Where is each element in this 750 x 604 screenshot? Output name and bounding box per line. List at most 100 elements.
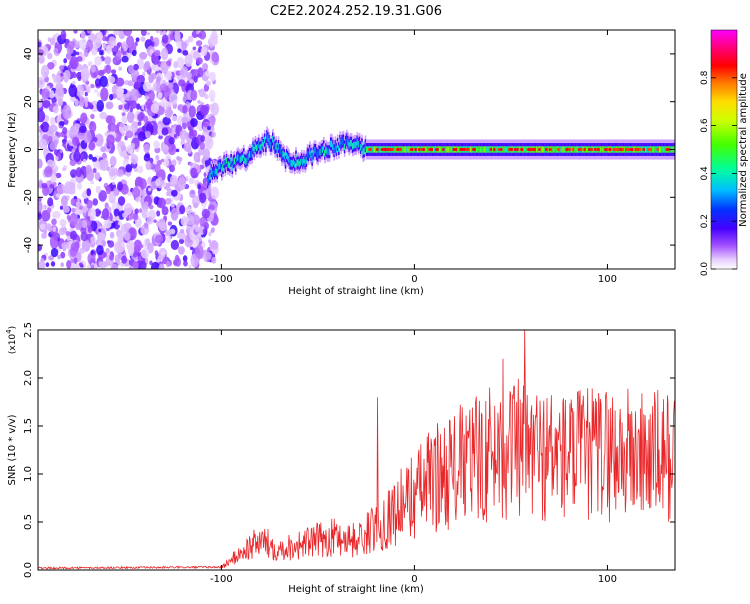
heatmap-cell: [478, 146, 480, 153]
heatmap-cell: [116, 215, 120, 221]
heatmap-cell: [243, 151, 245, 159]
heatmap-cell: [69, 56, 79, 70]
heatmap-cell: [68, 84, 78, 98]
heatmap-cell: [154, 163, 161, 174]
heatmap-cell: [199, 217, 206, 227]
heatmap-cell: [191, 237, 195, 241]
heatmap-cell: [282, 150, 285, 157]
heatmap-cell: [536, 146, 538, 153]
heatmap-cell: [187, 35, 194, 43]
heatmap-cell: [188, 105, 196, 118]
heatmap-cell: [58, 227, 66, 236]
colorbar-gradient: [710, 29, 738, 270]
heatmap-cell: [124, 202, 133, 215]
heatmap-cell: [74, 98, 79, 107]
heatmap-cell: [109, 231, 115, 239]
heatmap-cell: [156, 75, 162, 82]
heatmap-cell: [167, 221, 173, 226]
heatmap-cell: [124, 125, 132, 132]
heatmap-cell: [190, 167, 198, 179]
heatmap-cell: [160, 47, 169, 60]
heatmap-cell: [449, 146, 451, 153]
heatmap-cell: [60, 251, 66, 259]
heatmap-cell: [112, 181, 116, 186]
heatmap-cell: [121, 112, 126, 117]
heatmap-cell: [189, 79, 194, 84]
y-tick-label: 0: [23, 146, 34, 152]
heatmap-cell: [63, 135, 68, 141]
heatmap-cell: [346, 136, 348, 144]
heatmap-cell: [188, 132, 195, 140]
heatmap-cell: [110, 124, 116, 132]
heatmap-cell: [146, 215, 154, 225]
heatmap-cell: [190, 118, 198, 128]
heatmap-cell: [40, 257, 45, 262]
heatmap-cell: [289, 159, 291, 167]
heatmap-cell: [470, 146, 472, 153]
heatmap-cell: [350, 139, 353, 147]
heatmap-cell: [100, 87, 109, 102]
heatmap-cell: [653, 146, 655, 153]
heatmap-cell: [189, 162, 193, 167]
heatmap-cell: [161, 127, 169, 136]
snr-multiplier: (x104): [5, 326, 18, 354]
heatmap-cell: [205, 80, 212, 86]
heatmap-cell: [147, 176, 153, 185]
heatmap-cell: [305, 157, 308, 164]
colorbar-tick-label: 0.2: [700, 214, 710, 228]
heatmap-cell: [49, 37, 56, 46]
heatmap-cell: [167, 82, 174, 90]
heatmap-cell: [195, 57, 203, 65]
heatmap-cell: [170, 239, 180, 251]
heatmap-cell: [73, 123, 81, 132]
heatmap-cell: [203, 122, 210, 128]
heatmap-cell: [371, 146, 374, 153]
heatmap-cell: [91, 156, 98, 162]
heatmap-cell: [63, 69, 71, 81]
heatmap-cell: [304, 159, 307, 166]
heatmap-cell: [114, 241, 122, 254]
heatmap-cell: [53, 148, 59, 156]
heatmap-cell: [250, 151, 252, 158]
heatmap-cell: [105, 247, 110, 254]
heatmap-cell: [480, 146, 483, 153]
heatmap-cell: [267, 135, 269, 142]
heatmap-cell: [298, 160, 301, 168]
heatmap-cell: [127, 52, 132, 59]
heatmap-cell: [664, 146, 667, 153]
heatmap-cell: [50, 174, 57, 183]
heatmap-cell: [70, 257, 74, 264]
heatmap-cell: [234, 161, 237, 169]
heatmap-cell: [219, 162, 222, 169]
heatmap-cell: [153, 140, 161, 149]
heatmap-cell: [208, 239, 212, 243]
heatmap-cell: [269, 142, 272, 149]
snr-panel: -100 0 100 0.0 0.5 1.0 1.5 2.0 2.5 Height of str…: [5, 322, 676, 595]
heatmap-cell: [113, 208, 120, 217]
heatmap-cell: [83, 97, 89, 104]
heatmap-cell: [62, 167, 67, 172]
heatmap-cell: [157, 218, 166, 229]
heatmap-cell: [651, 146, 654, 153]
heatmap-cell: [321, 146, 324, 153]
heatmap-cell: [94, 133, 104, 147]
heatmap-cell: [209, 173, 212, 180]
heatmap-cell: [92, 198, 99, 206]
heatmap-cell: [372, 146, 375, 153]
heatmap-cell: [88, 102, 93, 108]
heatmap-cell: [563, 146, 566, 153]
y-tick-label: 2.5: [23, 322, 34, 338]
heatmap-cell: [66, 214, 71, 221]
heatmap-cell: [200, 104, 209, 116]
heatmap-cell: [38, 243, 43, 252]
x-tick-label: 0: [411, 274, 417, 285]
heatmap-cell: [183, 260, 188, 267]
heatmap-cell: [185, 176, 189, 180]
heatmap-cell: [143, 222, 149, 230]
heatmap-cell: [356, 138, 359, 146]
heatmap-cell: [153, 219, 157, 223]
heatmap-cell: [300, 156, 303, 164]
heatmap-cell: [523, 146, 525, 153]
heatmap-cell: [108, 93, 114, 101]
heatmap-cell: [602, 146, 604, 153]
